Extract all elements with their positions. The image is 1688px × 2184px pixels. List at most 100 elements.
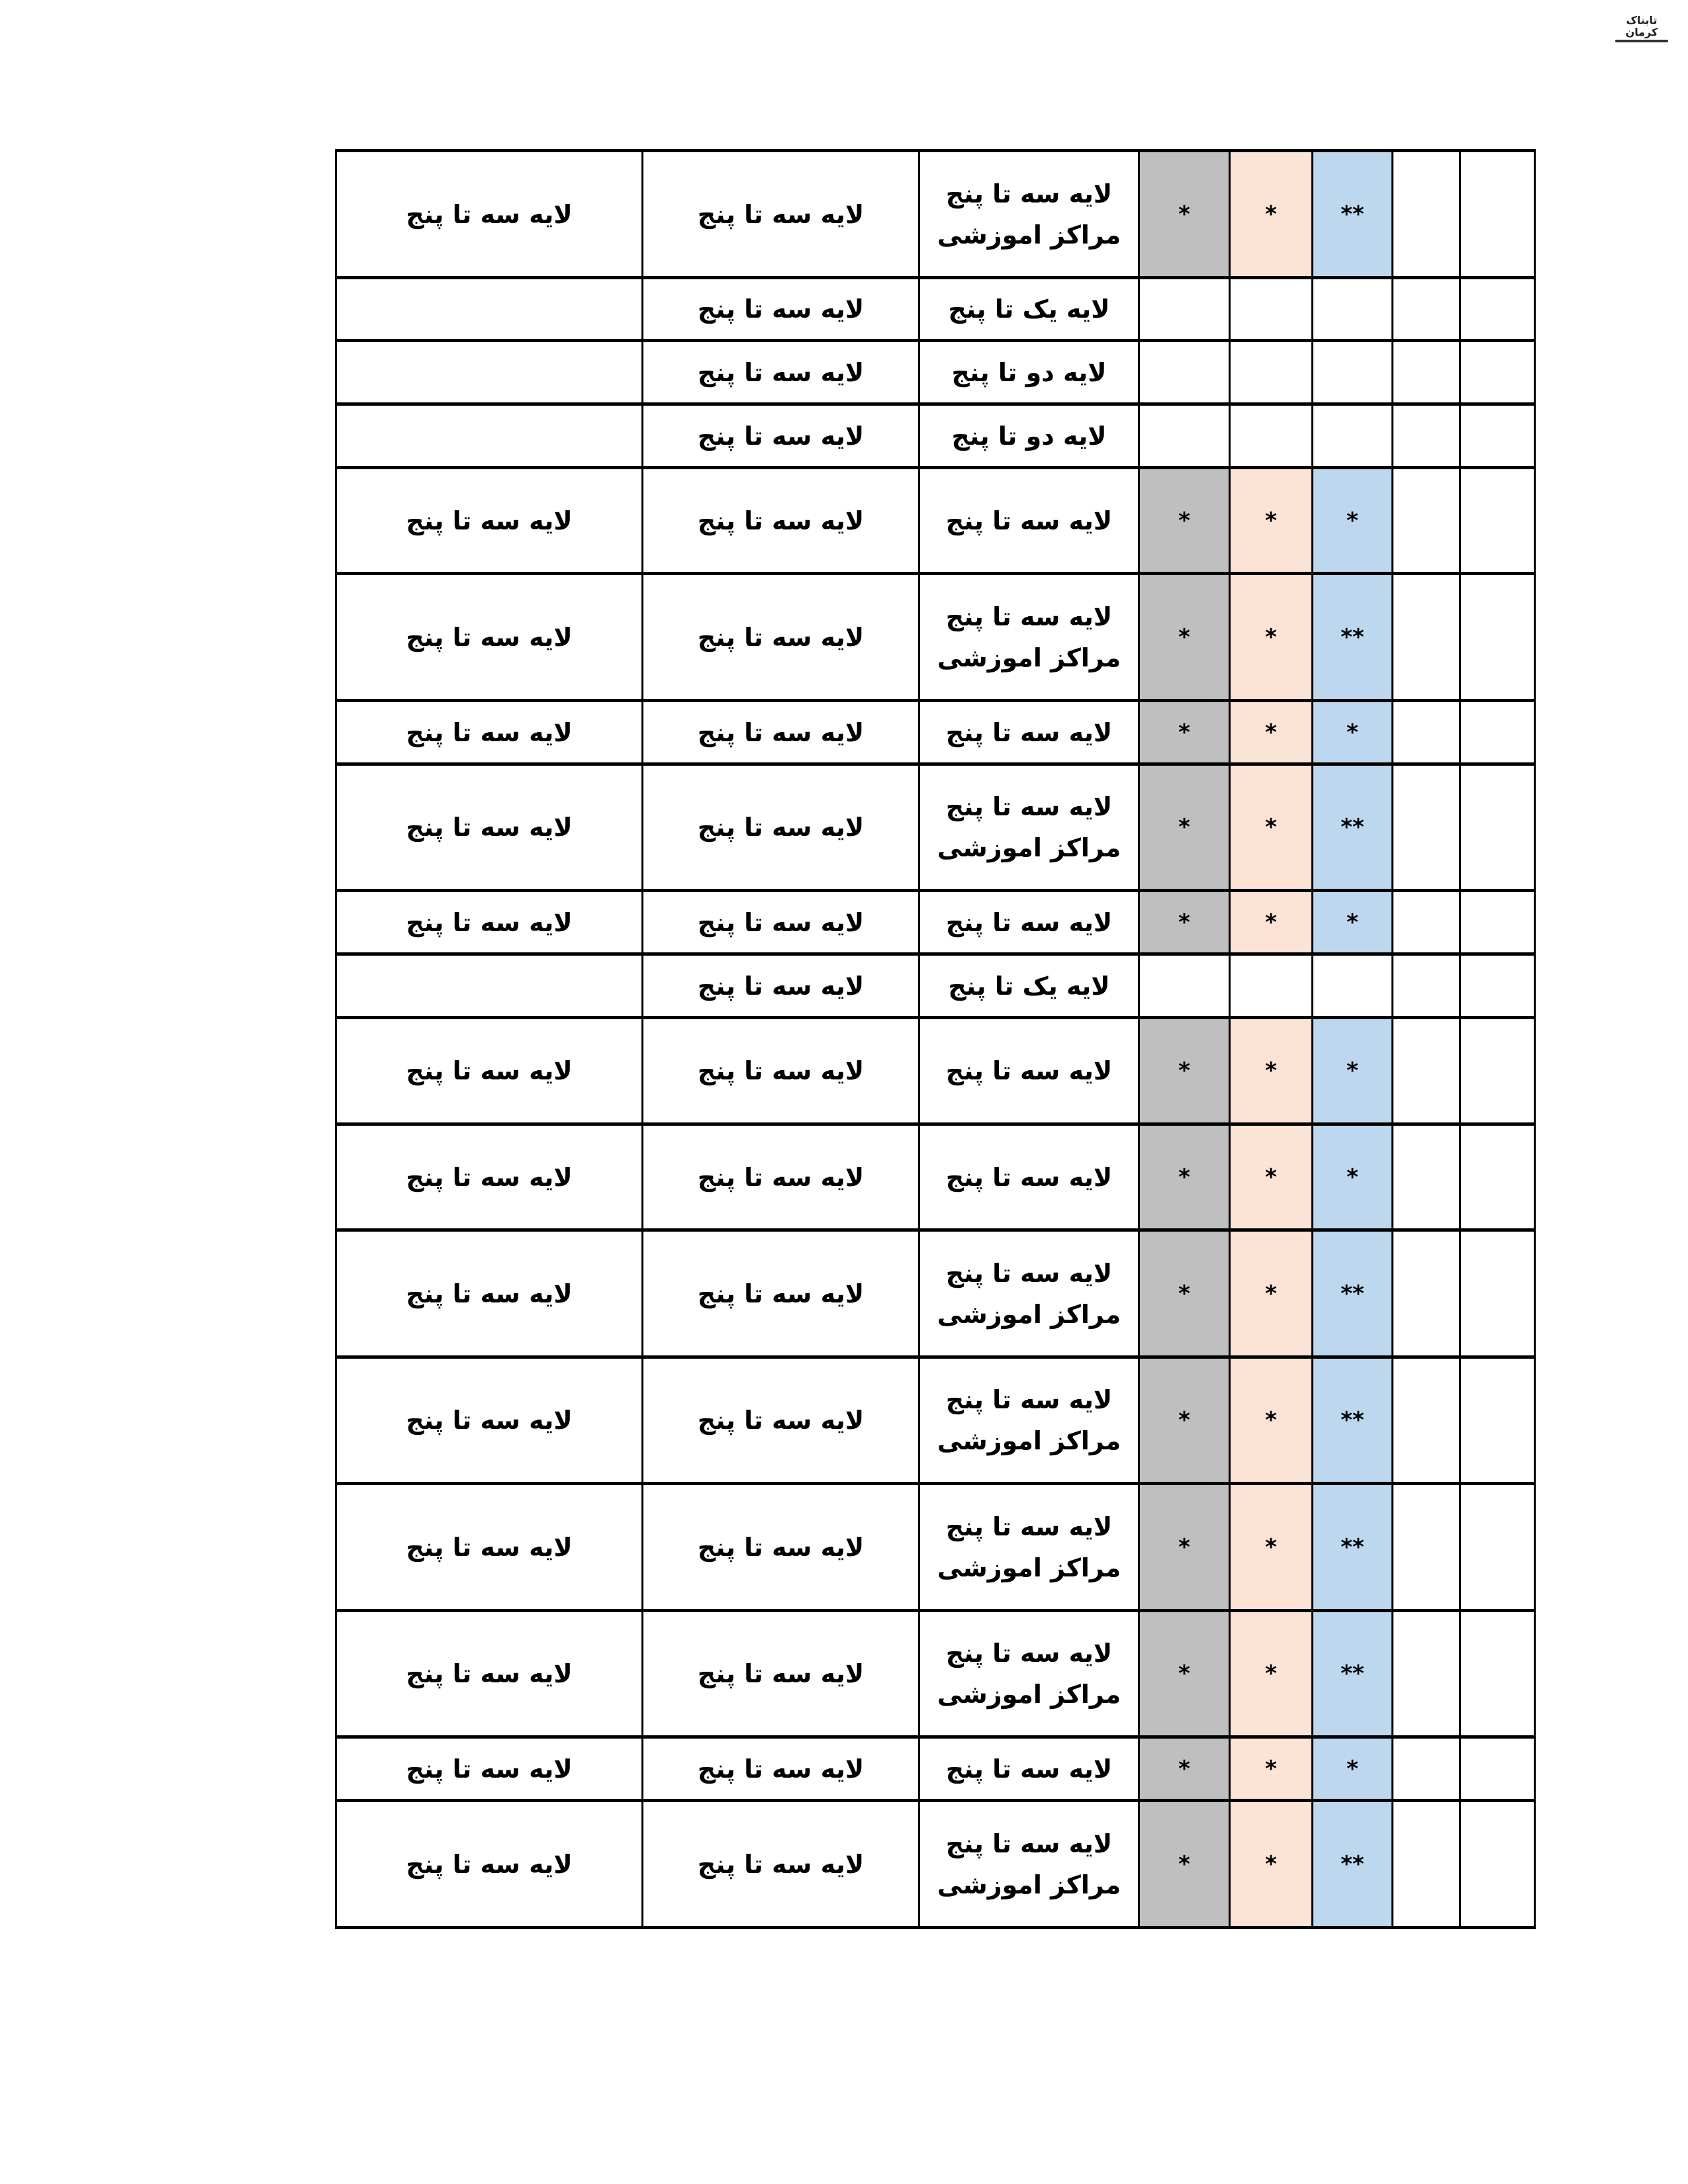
cell-c3: لایه سه تا پنج مراکز اموزشی (918, 1482, 1140, 1612)
cell-c3: لایه سه تا پنج مراکز اموزشی (918, 149, 1140, 279)
logo-text: تابناک کرمان (1625, 14, 1658, 38)
mark-peach: * (1229, 1482, 1313, 1612)
cell-c3: لایه سه تا پنج (918, 1122, 1140, 1232)
cell-c3-line: لایه دو تا پنج (951, 421, 1107, 451)
table-row: لایه سه تا پنج لایه سه تا پنج لایه سه تا پ… (335, 1799, 1536, 1929)
mark-peach: * (1229, 1228, 1313, 1359)
cell-c1: لایه سه تا پنج (335, 1228, 643, 1359)
cell-c3-line: مراکز اموزشی (937, 1299, 1121, 1329)
cell-c1: لایه سه تا پنج (335, 1609, 643, 1739)
mark-gray: * (1138, 1735, 1231, 1802)
mark-blue (1311, 402, 1393, 469)
cell-c3: لایه سه تا پنج مراکز اموزشی (918, 1799, 1140, 1929)
cell-c1: لایه سه تا پنج (335, 889, 643, 956)
cell-c3-line: مراکز اموزشی (937, 643, 1121, 672)
empty-cell (1459, 1609, 1536, 1739)
cell-c2: لایه سه تا پنج (641, 699, 920, 766)
table-row: لایه سه تا پنج لایه سه تا پنج لایه سه تا پ… (335, 1609, 1536, 1739)
empty-cell (1391, 952, 1461, 1019)
empty-cell (1391, 402, 1461, 469)
cell-c3-line: لایه سه تا پنج (945, 1639, 1113, 1668)
mark-peach: * (1229, 762, 1313, 892)
table-row: لایه سه تا پنج لایه سه تا پنج لایه سه تا پ… (335, 1122, 1536, 1232)
table-row: لایه سه تا پنج لایه یک تا پنج (335, 276, 1536, 342)
table-row: لایه سه تا پنج لایه سه تا پنج لایه سه تا پ… (335, 572, 1536, 702)
cell-c3-line: لایه سه تا پنج (945, 1512, 1113, 1541)
empty-cell (1459, 952, 1536, 1019)
cell-c3-line: مراکز اموزشی (937, 833, 1121, 862)
mark-gray: * (1138, 572, 1231, 702)
cell-c2: لایه سه تا پنج (641, 1482, 920, 1612)
mark-peach: * (1229, 149, 1313, 279)
cell-c3: لایه سه تا پنج مراکز اموزشی (918, 1609, 1140, 1739)
mark-gray: * (1138, 889, 1231, 956)
cell-c1: لایه سه تا پنج (335, 1735, 643, 1802)
cell-c3: لایه دو تا پنج (918, 339, 1140, 406)
cell-c2: لایه سه تا پنج (641, 1122, 920, 1232)
cell-c1: لایه سه تا پنج (335, 1799, 643, 1929)
table-row: لایه سه تا پنج لایه سه تا پنج لایه سه تا پ… (335, 889, 1536, 956)
empty-cell (1459, 339, 1536, 406)
mark-blue: ** (1311, 762, 1393, 892)
cell-c3-line: لایه سه تا پنج (945, 792, 1113, 821)
empty-cell (1459, 276, 1536, 342)
cell-c3-line: لایه سه تا پنج (945, 1829, 1113, 1858)
cell-c1: لایه سه تا پنج (335, 466, 643, 575)
mark-peach: * (1229, 1609, 1313, 1739)
mark-gray: * (1138, 1482, 1231, 1612)
mark-peach: * (1229, 466, 1313, 575)
cell-c1 (335, 276, 643, 342)
mark-blue (1311, 276, 1393, 342)
cell-c2: لایه سه تا پنج (641, 1016, 920, 1126)
empty-cell (1459, 699, 1536, 766)
mark-gray: * (1138, 699, 1231, 766)
empty-cell (1459, 402, 1536, 469)
cell-c2: لایه سه تا پنج (641, 762, 920, 892)
mark-peach: * (1229, 1122, 1313, 1232)
mark-blue: * (1311, 889, 1393, 956)
cell-c3-line: مراکز اموزشی (937, 1680, 1121, 1709)
logo-swash (1615, 40, 1668, 42)
mark-blue (1311, 339, 1393, 406)
empty-cell (1459, 1228, 1536, 1359)
cell-c2: لایه سه تا پنج (641, 339, 920, 406)
cell-c3-line: مراکز اموزشی (937, 1870, 1121, 1899)
cell-c1: لایه سه تا پنج (335, 1122, 643, 1232)
cell-c3-line: لایه یک تا پنج (948, 971, 1110, 1001)
table-row: لایه سه تا پنج لایه سه تا پنج لایه سه تا پ… (335, 1228, 1536, 1359)
mark-gray: * (1138, 1799, 1231, 1929)
empty-cell (1459, 1016, 1536, 1126)
mark-peach: * (1229, 889, 1313, 956)
empty-cell (1391, 1799, 1461, 1929)
empty-cell (1391, 1122, 1461, 1232)
cell-c2: لایه سه تا پنج (641, 149, 920, 279)
cell-c3: لایه سه تا پنج (918, 1016, 1140, 1126)
mark-peach: * (1229, 699, 1313, 766)
cell-c3: لایه سه تا پنج (918, 1735, 1140, 1802)
mark-peach: * (1229, 1735, 1313, 1802)
cell-c2: لایه سه تا پنج (641, 952, 920, 1019)
table-row: لایه سه تا پنج لایه سه تا پنج لایه سه تا پ… (335, 1016, 1536, 1126)
empty-cell (1459, 1799, 1536, 1929)
mark-gray (1138, 339, 1231, 406)
mark-gray: * (1138, 1122, 1231, 1232)
empty-cell (1459, 889, 1536, 956)
cell-c2: لایه سه تا پنج (641, 1799, 920, 1929)
table-body: لایه سه تا پنج لایه سه تا پنج لایه سه تا پ… (335, 149, 1536, 1929)
mark-peach: * (1229, 1355, 1313, 1485)
cell-c2: لایه سه تا پنج (641, 402, 920, 469)
empty-cell (1459, 1122, 1536, 1232)
cell-c3: لایه سه تا پنج (918, 466, 1140, 575)
mark-gray: * (1138, 1355, 1231, 1485)
cell-c1: لایه سه تا پنج (335, 762, 643, 892)
mark-blue: * (1311, 699, 1393, 766)
cell-c1 (335, 402, 643, 469)
mark-peach: * (1229, 1799, 1313, 1929)
mark-blue: * (1311, 1122, 1393, 1232)
table-row: لایه سه تا پنج لایه دو تا پنج (335, 339, 1536, 406)
cell-c1: لایه سه تا پنج (335, 1482, 643, 1612)
cell-c1: لایه سه تا پنج (335, 699, 643, 766)
cell-c3-line: مراکز اموزشی (937, 1426, 1121, 1455)
mark-blue: * (1311, 466, 1393, 575)
cell-c3-line: لایه یک تا پنج (948, 295, 1110, 324)
